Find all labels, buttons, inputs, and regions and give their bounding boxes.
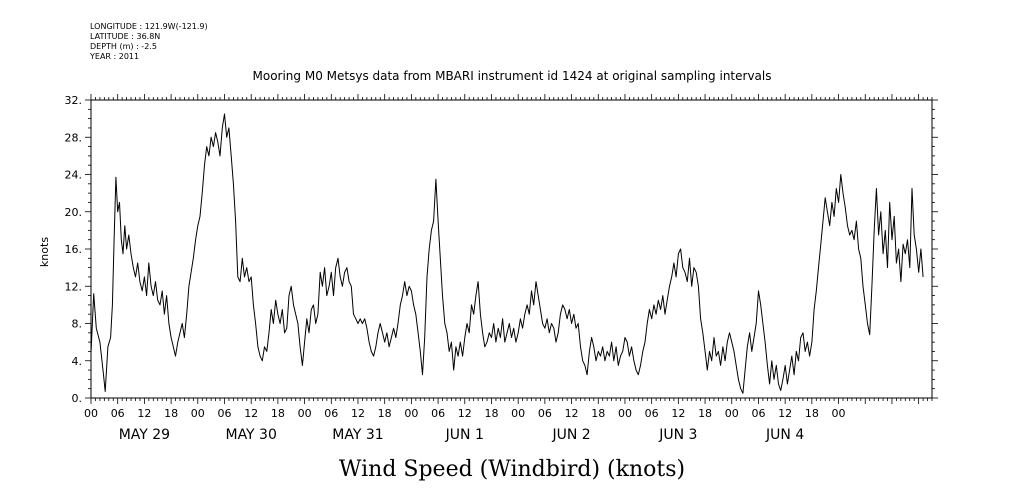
x-hour-label: 00 [618,407,632,420]
x-hour-label: 18 [164,407,178,420]
x-hour-label: 12 [244,407,258,420]
y-tick-label: 32. [65,94,83,107]
x-hour-label: 00 [298,407,312,420]
y-tick-label: 0. [72,392,83,405]
x-hour-label: 18 [698,407,712,420]
x-hour-label: 00 [191,407,205,420]
y-tick-label: 28. [65,131,83,144]
x-hour-label: 12 [351,407,365,420]
x-hour-label: 00 [832,407,846,420]
x-date-label: JUN 2 [551,427,590,443]
x-hour-label: 00 [84,407,98,420]
x-hour-label: 06 [111,407,125,420]
x-hour-label: 12 [671,407,685,420]
wind-speed-series-line [90,113,924,394]
y-tick-label: 4. [72,355,83,368]
y-tick-label: 20. [65,206,83,219]
x-hour-label: 06 [324,407,338,420]
depth-text: DEPTH (m) : -2.5 [90,42,157,51]
tick-labels: 00 06 12 18 00 06 12 18 00 06 12 18 00 06 12 18 00 06 12 18… [65,94,846,443]
plot-border [90,99,933,399]
x-hour-label: 12 [778,407,792,420]
x-date-label: MAY 29 [119,427,170,443]
x-hour-label: 00 [725,407,739,420]
y-tick-label: 16. [65,243,83,256]
x-hour-label: 18 [271,407,285,420]
x-hour-label: 06 [751,407,765,420]
x-hour-label: 06 [431,407,445,420]
x-hour-label: 00 [511,407,525,420]
series-group [90,113,924,394]
x-hour-label: 06 [645,407,659,420]
x-hour-label: 18 [484,407,498,420]
x-date-label: JUN 1 [445,427,484,443]
x-hour-label: 06 [538,407,552,420]
x-date-label: JUN 3 [658,427,697,443]
y-axis-label: knots [38,237,51,267]
y-tick-label: 24. [65,169,83,182]
x-hour-label: 18 [805,407,819,420]
x-date-label: MAY 30 [225,427,276,443]
longitude-text: LONGITUDE : 121.9W(-121.9) [90,22,208,31]
x-date-label: MAY 31 [332,427,383,443]
x-hour-label: 00 [404,407,418,420]
x-hour-label: 12 [458,407,472,420]
y-tick-label: 8. [72,318,83,331]
y-tick-label: 12. [65,280,83,293]
x-hour-label: 12 [137,407,151,420]
x-date-label: JUN 4 [765,427,804,443]
x-hour-label: 18 [378,407,392,420]
axis-ticks [85,94,938,404]
plot-frame [90,99,933,399]
station-metadata: LONGITUDE : 121.9W(-121.9) LATITUDE : 36… [90,22,208,62]
chart-title: Mooring M0 Metsys data from MBARI instru… [253,69,772,83]
x-hour-label: 18 [591,407,605,420]
x-axis-label: Wind Speed (Windbird) (knots) [339,457,685,482]
year-text: YEAR : 2011 [90,52,140,61]
x-hour-label: 06 [217,407,231,420]
latitude-text: LATITUDE : 36.8N [90,32,161,41]
x-hour-label: 12 [565,407,579,420]
